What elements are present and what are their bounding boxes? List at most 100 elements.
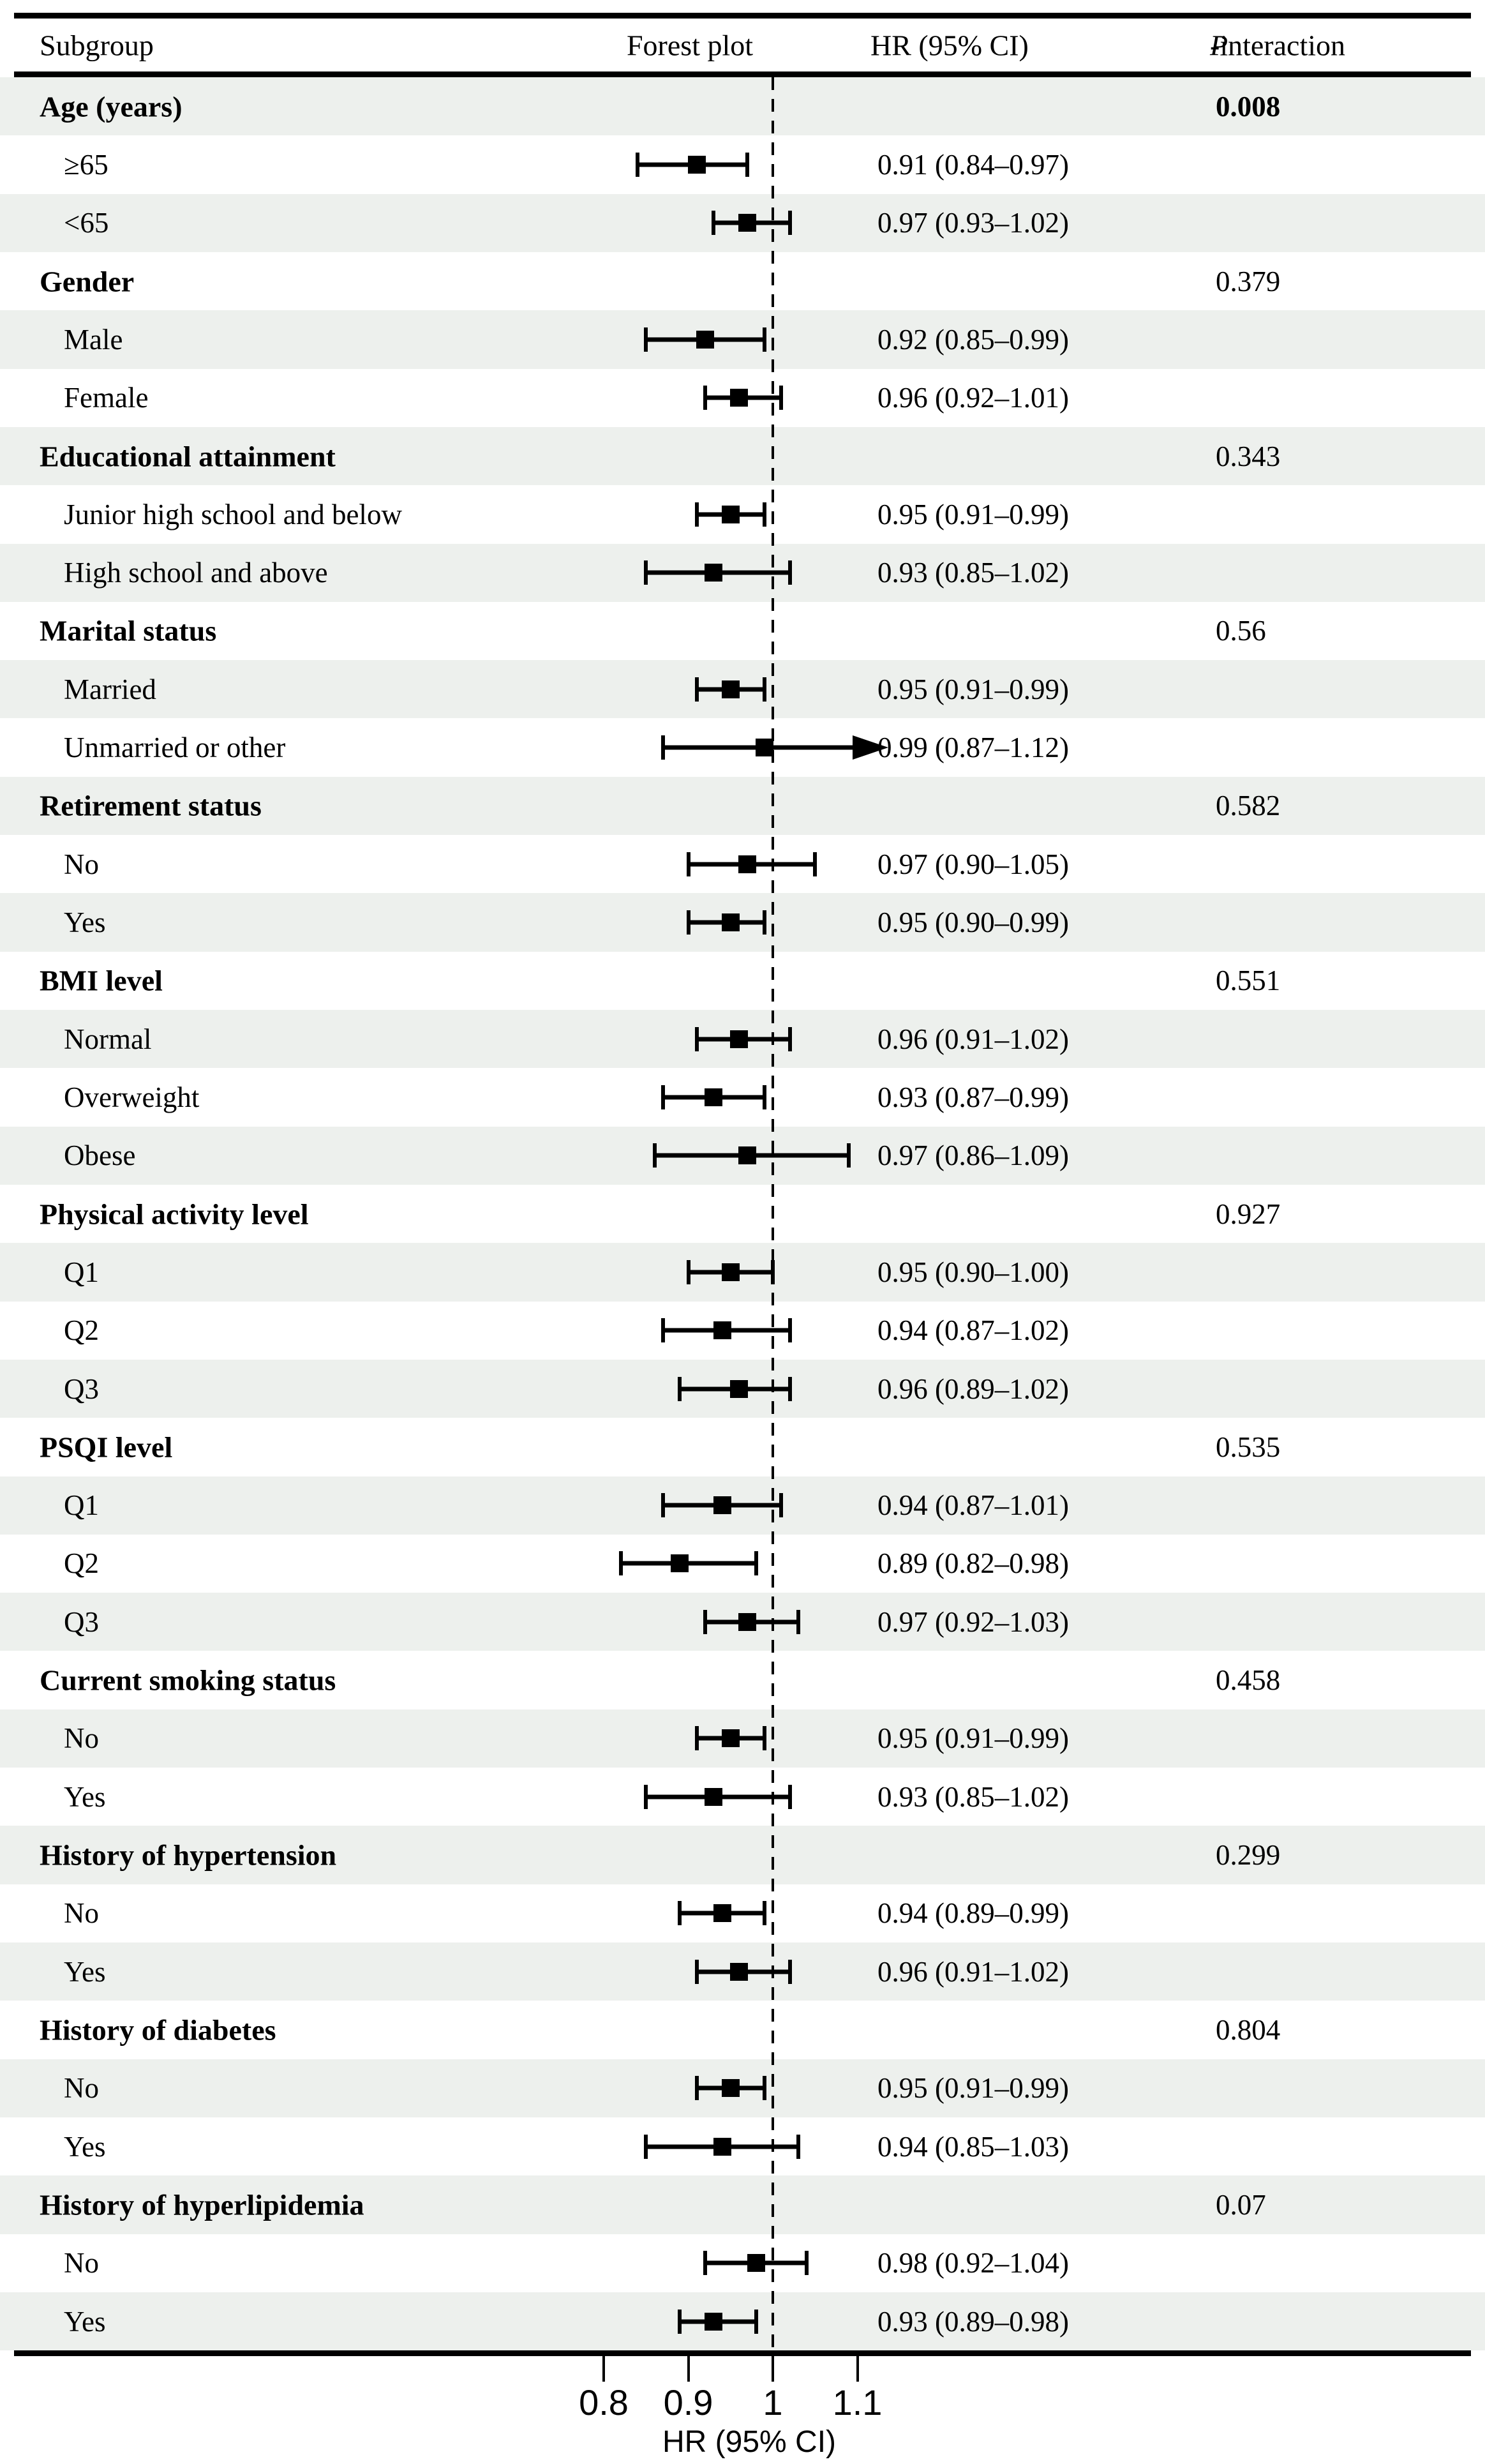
subgroup-label: Yes — [64, 906, 106, 939]
subgroup-label: Junior high school and below — [64, 498, 402, 530]
x-axis-tick-label: 0.8 — [579, 2382, 629, 2423]
ci-glyph — [0, 1535, 1485, 1593]
hr-ci-value: 0.91 (0.84–0.97) — [877, 148, 1069, 181]
ci-glyph — [0, 835, 1485, 893]
ci-glyph — [0, 718, 1485, 776]
subgroup-label: Yes — [64, 2130, 106, 2163]
subgroup-label: High school and above — [64, 557, 328, 589]
ci-glyph — [0, 1884, 1485, 1942]
point-estimate-marker — [730, 389, 748, 407]
subgroup-label: Marital status — [40, 614, 217, 647]
point-estimate-marker — [738, 214, 757, 232]
ci-cap-left — [712, 211, 716, 236]
ci-cap-left — [660, 1318, 665, 1343]
table-row: Q3 0.96 (0.89–1.02) — [0, 1359, 1485, 1418]
ci-glyph — [0, 893, 1485, 951]
ci-cap-left — [703, 1609, 707, 1634]
x-axis-tick — [772, 2356, 774, 2382]
table-row: Yes 0.93 (0.85–1.02) — [0, 1768, 1485, 1826]
table-header-row: Subgroup Forest plot HR (95% CI) P -inter… — [0, 19, 1485, 71]
point-estimate-marker — [721, 680, 740, 698]
column-header-subgroup: Subgroup — [40, 29, 154, 61]
ci-cap-left — [694, 1026, 699, 1051]
ci-cap-left — [660, 1493, 665, 1518]
hr-ci-value: 0.92 (0.85–0.99) — [877, 323, 1069, 356]
ci-cap-right — [762, 677, 766, 702]
point-estimate-marker — [713, 2137, 731, 2156]
point-estimate-marker — [738, 855, 757, 873]
ci-cap-right — [745, 152, 750, 177]
ci-cap-right — [787, 211, 792, 236]
subgroup-label: No — [64, 1897, 99, 1930]
hr-ci-value: 0.95 (0.91–0.99) — [877, 2072, 1069, 2105]
point-estimate-marker — [705, 1787, 723, 1806]
ci-cap-left — [678, 2309, 682, 2334]
point-estimate-marker — [671, 1554, 689, 1573]
p-interaction-value: 0.343 — [1216, 440, 1281, 472]
ci-cap-left — [703, 386, 707, 410]
table-row-category: Current smoking status 0.458 — [0, 1651, 1485, 1709]
point-estimate-marker — [705, 564, 723, 582]
ci-glyph — [0, 2234, 1485, 2292]
subgroup-label: <65 — [64, 207, 109, 239]
hr-ci-value: 0.98 (0.92–1.04) — [877, 2247, 1069, 2280]
ci-cap-left — [660, 735, 665, 760]
ci-cap-left — [686, 1259, 690, 1284]
point-estimate-marker — [721, 2079, 740, 2098]
ci-cap-left — [678, 1901, 682, 1926]
point-estimate-marker — [730, 1030, 748, 1048]
ci-cap-left — [660, 1085, 665, 1109]
subgroup-label: Current smoking status — [40, 1664, 336, 1697]
table-row: Yes 0.93 (0.89–0.98) — [0, 2292, 1485, 2351]
table-row: Married 0.95 (0.91–0.99) — [0, 660, 1485, 719]
x-axis-tick-label: 1.1 — [832, 2382, 883, 2423]
ci-cap-left — [652, 1143, 657, 1168]
x-axis-tick-label: 1 — [763, 2382, 783, 2423]
subgroup-label: ≥65 — [64, 148, 108, 181]
point-estimate-marker — [747, 2254, 765, 2272]
ci-glyph — [0, 485, 1485, 543]
hr-ci-value: 0.95 (0.91–0.99) — [877, 673, 1069, 705]
ci-cap-right — [754, 2309, 758, 2334]
point-estimate-marker — [738, 1612, 757, 1631]
subgroup-label: Obese — [64, 1139, 136, 1172]
table-row-category: Marital status 0.56 — [0, 602, 1485, 660]
ci-glyph — [0, 2117, 1485, 2175]
table-top-rule — [14, 13, 1471, 19]
subgroup-label: Retirement status — [40, 789, 262, 822]
table-row: Q1 0.94 (0.87–1.01) — [0, 1476, 1485, 1535]
point-estimate-marker — [721, 1729, 740, 1748]
ci-cap-left — [686, 852, 690, 876]
table-row-category: Physical activity level 0.927 — [0, 1185, 1485, 1243]
hr-ci-value: 0.94 (0.89–0.99) — [877, 1897, 1069, 1930]
subgroup-label: Married — [64, 673, 156, 705]
point-estimate-marker — [730, 1379, 748, 1398]
ci-cap-right — [796, 1609, 800, 1634]
p-interaction-value: 0.07 — [1216, 2188, 1266, 2221]
table-row: No 0.95 (0.91–0.99) — [0, 2059, 1485, 2117]
table-row: High school and above 0.93 (0.85–1.02) — [0, 543, 1485, 602]
hr-ci-value: 0.95 (0.90–0.99) — [877, 906, 1069, 939]
table-row: Yes 0.95 (0.90–0.99) — [0, 893, 1485, 952]
table-row: Q3 0.97 (0.92–1.03) — [0, 1593, 1485, 1651]
point-estimate-marker — [738, 1146, 757, 1165]
subgroup-label: No — [64, 1722, 99, 1755]
p-interaction-value: 0.582 — [1216, 790, 1281, 822]
hr-ci-value: 0.93 (0.87–0.99) — [877, 1081, 1069, 1113]
hr-ci-value: 0.97 (0.86–1.09) — [877, 1139, 1069, 1172]
column-header-hr-ci: HR (95% CI) — [870, 29, 1029, 61]
x-axis-tick-label: 0.9 — [663, 2382, 713, 2423]
point-estimate-marker — [713, 1904, 731, 1923]
ci-cap-left — [694, 1726, 699, 1751]
p-interaction-value: 0.008 — [1216, 90, 1281, 123]
subgroup-label: No — [64, 848, 99, 880]
ci-glyph — [0, 1360, 1485, 1418]
ci-cap-right — [754, 1551, 758, 1576]
p-rest: -interaction — [1210, 29, 1346, 61]
ci-cap-right — [762, 1085, 766, 1109]
point-estimate-marker — [713, 1321, 731, 1340]
ci-glyph — [0, 1768, 1485, 1826]
ci-arrow-right-icon — [853, 735, 889, 760]
subgroup-label: Yes — [64, 1780, 106, 1813]
table-row: Q1 0.95 (0.90–1.00) — [0, 1243, 1485, 1302]
